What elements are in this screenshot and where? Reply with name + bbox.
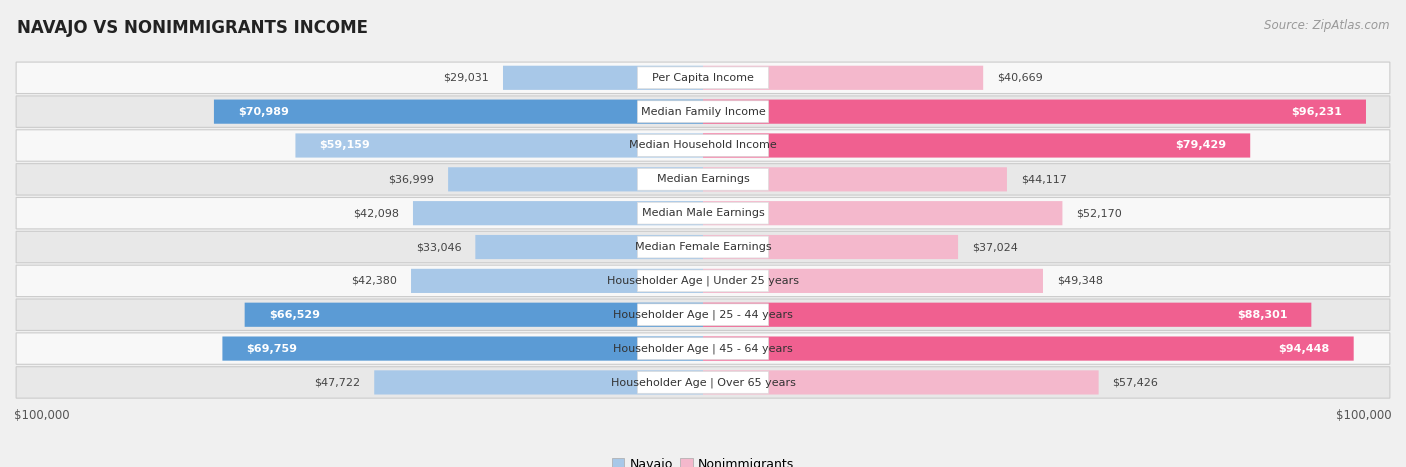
FancyBboxPatch shape bbox=[475, 235, 703, 259]
FancyBboxPatch shape bbox=[15, 62, 1391, 93]
Text: Householder Age | Under 25 years: Householder Age | Under 25 years bbox=[607, 276, 799, 286]
FancyBboxPatch shape bbox=[637, 372, 769, 393]
Text: $37,024: $37,024 bbox=[972, 242, 1018, 252]
FancyBboxPatch shape bbox=[411, 269, 703, 293]
Text: $42,098: $42,098 bbox=[353, 208, 399, 218]
Text: $47,722: $47,722 bbox=[315, 377, 360, 388]
Text: $100,000: $100,000 bbox=[14, 409, 70, 422]
FancyBboxPatch shape bbox=[703, 167, 1007, 191]
FancyBboxPatch shape bbox=[15, 265, 1391, 297]
Text: Median Female Earnings: Median Female Earnings bbox=[634, 242, 772, 252]
FancyBboxPatch shape bbox=[15, 299, 1391, 331]
Text: $96,231: $96,231 bbox=[1291, 106, 1341, 117]
Text: $88,301: $88,301 bbox=[1237, 310, 1288, 320]
FancyBboxPatch shape bbox=[449, 167, 703, 191]
FancyBboxPatch shape bbox=[637, 67, 769, 89]
Text: $29,031: $29,031 bbox=[443, 73, 489, 83]
FancyBboxPatch shape bbox=[15, 130, 1391, 161]
FancyBboxPatch shape bbox=[15, 96, 1391, 127]
Text: Median Family Income: Median Family Income bbox=[641, 106, 765, 117]
Text: Median Household Income: Median Household Income bbox=[628, 141, 778, 150]
Text: $79,429: $79,429 bbox=[1175, 141, 1226, 150]
FancyBboxPatch shape bbox=[15, 367, 1391, 398]
FancyBboxPatch shape bbox=[637, 304, 769, 325]
Text: $36,999: $36,999 bbox=[388, 174, 434, 184]
FancyBboxPatch shape bbox=[703, 99, 1367, 124]
Text: $66,529: $66,529 bbox=[269, 310, 319, 320]
FancyBboxPatch shape bbox=[703, 201, 1063, 225]
Text: $49,348: $49,348 bbox=[1057, 276, 1102, 286]
FancyBboxPatch shape bbox=[703, 370, 1098, 395]
FancyBboxPatch shape bbox=[374, 370, 703, 395]
Text: Householder Age | Over 65 years: Householder Age | Over 65 years bbox=[610, 377, 796, 388]
FancyBboxPatch shape bbox=[413, 201, 703, 225]
FancyBboxPatch shape bbox=[637, 101, 769, 122]
Text: Householder Age | 25 - 44 years: Householder Age | 25 - 44 years bbox=[613, 310, 793, 320]
Text: $70,989: $70,989 bbox=[238, 106, 288, 117]
Text: Median Earnings: Median Earnings bbox=[657, 174, 749, 184]
FancyBboxPatch shape bbox=[15, 198, 1391, 229]
FancyBboxPatch shape bbox=[637, 134, 769, 156]
FancyBboxPatch shape bbox=[637, 202, 769, 224]
FancyBboxPatch shape bbox=[703, 303, 1312, 327]
FancyBboxPatch shape bbox=[214, 99, 703, 124]
Text: $100,000: $100,000 bbox=[1336, 409, 1392, 422]
Text: Source: ZipAtlas.com: Source: ZipAtlas.com bbox=[1264, 19, 1389, 32]
FancyBboxPatch shape bbox=[245, 303, 703, 327]
FancyBboxPatch shape bbox=[295, 134, 703, 157]
FancyBboxPatch shape bbox=[15, 333, 1391, 364]
Legend: Navajo, Nonimmigrants: Navajo, Nonimmigrants bbox=[607, 453, 799, 467]
FancyBboxPatch shape bbox=[637, 270, 769, 292]
Text: NAVAJO VS NONIMMIGRANTS INCOME: NAVAJO VS NONIMMIGRANTS INCOME bbox=[17, 19, 368, 37]
Text: Householder Age | 45 - 64 years: Householder Age | 45 - 64 years bbox=[613, 343, 793, 354]
Text: $44,117: $44,117 bbox=[1021, 174, 1067, 184]
Text: $69,759: $69,759 bbox=[246, 344, 298, 354]
Text: $94,448: $94,448 bbox=[1278, 344, 1330, 354]
FancyBboxPatch shape bbox=[703, 235, 957, 259]
Text: Median Male Earnings: Median Male Earnings bbox=[641, 208, 765, 218]
FancyBboxPatch shape bbox=[503, 66, 703, 90]
FancyBboxPatch shape bbox=[703, 269, 1043, 293]
FancyBboxPatch shape bbox=[637, 338, 769, 360]
FancyBboxPatch shape bbox=[703, 134, 1250, 157]
FancyBboxPatch shape bbox=[637, 169, 769, 190]
Text: Per Capita Income: Per Capita Income bbox=[652, 73, 754, 83]
FancyBboxPatch shape bbox=[703, 66, 983, 90]
Text: $40,669: $40,669 bbox=[997, 73, 1043, 83]
Text: $42,380: $42,380 bbox=[352, 276, 398, 286]
Text: $59,159: $59,159 bbox=[319, 141, 370, 150]
Text: $57,426: $57,426 bbox=[1112, 377, 1159, 388]
FancyBboxPatch shape bbox=[637, 236, 769, 258]
FancyBboxPatch shape bbox=[15, 231, 1391, 263]
Text: $33,046: $33,046 bbox=[416, 242, 461, 252]
FancyBboxPatch shape bbox=[222, 337, 703, 361]
Text: $52,170: $52,170 bbox=[1076, 208, 1122, 218]
FancyBboxPatch shape bbox=[15, 163, 1391, 195]
FancyBboxPatch shape bbox=[703, 337, 1354, 361]
